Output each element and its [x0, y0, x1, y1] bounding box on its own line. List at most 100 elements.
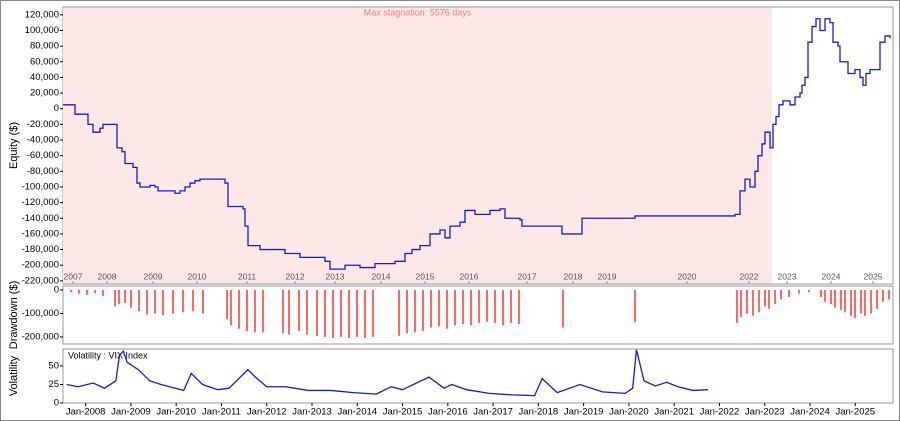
bar — [162, 289, 164, 316]
bar — [768, 289, 770, 309]
y-tick-label: 60,000 — [30, 56, 59, 67]
bar — [340, 289, 342, 337]
annotation: Max stagnation: 5576 days — [364, 7, 472, 17]
x-tick-label: Jan-2019 — [564, 407, 604, 418]
bar — [844, 289, 846, 313]
y-tick-label: 50 — [48, 361, 59, 372]
panel — [62, 348, 894, 404]
x-tick-label: Jan-2010 — [156, 407, 196, 418]
bar — [780, 289, 782, 300]
x-tick-label: Jan-2014 — [337, 407, 377, 418]
x-tick-label: 2025 — [864, 271, 883, 281]
bar — [230, 289, 232, 326]
bar — [850, 289, 852, 316]
bar — [510, 289, 512, 323]
bar — [860, 289, 862, 314]
bar — [364, 289, 366, 339]
bar — [94, 289, 96, 293]
bar — [70, 289, 72, 293]
x-tick-label: 2020 — [678, 271, 697, 281]
bar — [834, 289, 836, 308]
x-tick-label: 2007 — [64, 271, 83, 281]
x-tick-label: 2011 — [238, 271, 257, 281]
y-tick-label: 25 — [48, 379, 59, 390]
bar — [238, 289, 240, 329]
series-line — [63, 18, 891, 270]
x-tick-label: Jan-2012 — [247, 407, 287, 418]
series-line — [66, 349, 709, 397]
bar — [356, 289, 358, 337]
x-tick-label: Jan-2015 — [383, 407, 423, 418]
y-tick-label: -220,000 — [21, 275, 59, 286]
x-tick-label: 2013 — [326, 271, 345, 281]
stagnation-region — [63, 7, 772, 284]
y-axis-title: Drawdown ($) — [8, 281, 20, 349]
y-axis-title: Equity ($) — [8, 122, 20, 169]
bar — [446, 289, 448, 329]
bar — [282, 289, 284, 334]
bar — [246, 289, 248, 332]
bar — [192, 289, 194, 312]
bar — [154, 289, 156, 314]
bar — [870, 289, 872, 314]
y-tick-label: -140,000 — [21, 213, 59, 224]
x-tick-label: Jan-2018 — [519, 407, 559, 418]
bar — [348, 289, 350, 339]
y-tick-label: -20,000 — [27, 119, 59, 130]
y-tick-label: 0 — [54, 103, 59, 114]
x-tick-label: 2010 — [188, 271, 207, 281]
bar — [758, 289, 760, 313]
bar — [78, 289, 80, 294]
bar — [306, 289, 308, 335]
bar — [288, 289, 290, 335]
bar — [462, 289, 464, 325]
bar — [254, 289, 256, 333]
x-tick-label: Jan-2021 — [654, 407, 694, 418]
y-tick-label: -160,000 — [21, 228, 59, 239]
bar — [808, 289, 810, 293]
bar — [114, 289, 116, 307]
y-tick-label: 80,000 — [30, 41, 59, 52]
bar — [470, 289, 472, 326]
bar — [102, 289, 104, 296]
y-tick-label: -200,000 — [21, 331, 59, 342]
bar — [830, 289, 832, 305]
panel — [62, 285, 894, 345]
x-tick-label: Jan-2023 — [745, 407, 785, 418]
bar — [138, 289, 140, 312]
x-tick-label: 2016 — [460, 271, 479, 281]
bar — [398, 289, 400, 336]
bar — [634, 289, 636, 323]
x-tick-label: Jan-2013 — [292, 407, 332, 418]
x-tick-label: Jan-2011 — [202, 407, 241, 418]
y-tick-label: -40,000 — [27, 135, 59, 146]
bar — [820, 289, 822, 298]
x-tick-label: 2008 — [98, 271, 117, 281]
x-tick-label: 2012 — [286, 271, 305, 281]
y-tick-label: 0 — [54, 285, 59, 296]
x-tick-label: Jan-2020 — [609, 407, 649, 418]
bar — [146, 289, 148, 315]
bar — [332, 289, 334, 339]
bar — [746, 289, 748, 314]
bar — [130, 289, 132, 308]
bar — [86, 289, 88, 295]
y-tick-label: -60,000 — [27, 150, 59, 161]
bar — [182, 289, 184, 313]
bar — [486, 289, 488, 322]
bar — [406, 289, 408, 334]
y-tick-label: 120,000 — [25, 9, 59, 20]
x-tick-label: 2014 — [372, 271, 391, 281]
bar — [752, 289, 754, 316]
x-tick-label: 2023 — [778, 271, 797, 281]
y-tick-label: 20,000 — [30, 88, 59, 99]
bar — [494, 289, 496, 323]
bar — [764, 289, 766, 307]
bar — [774, 289, 776, 305]
bar — [798, 289, 800, 294]
y-tick-label: 0 — [54, 398, 59, 409]
y-axis-title: Volatility — [8, 355, 20, 396]
bar — [438, 289, 440, 327]
y-tick-label: -80,000 — [27, 166, 59, 177]
